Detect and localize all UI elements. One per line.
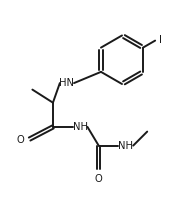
Text: NH: NH	[73, 122, 87, 132]
Text: O: O	[17, 135, 24, 145]
Text: HN: HN	[59, 78, 74, 88]
Text: I: I	[159, 35, 162, 45]
Text: O: O	[95, 174, 102, 184]
Text: NH: NH	[118, 141, 133, 151]
